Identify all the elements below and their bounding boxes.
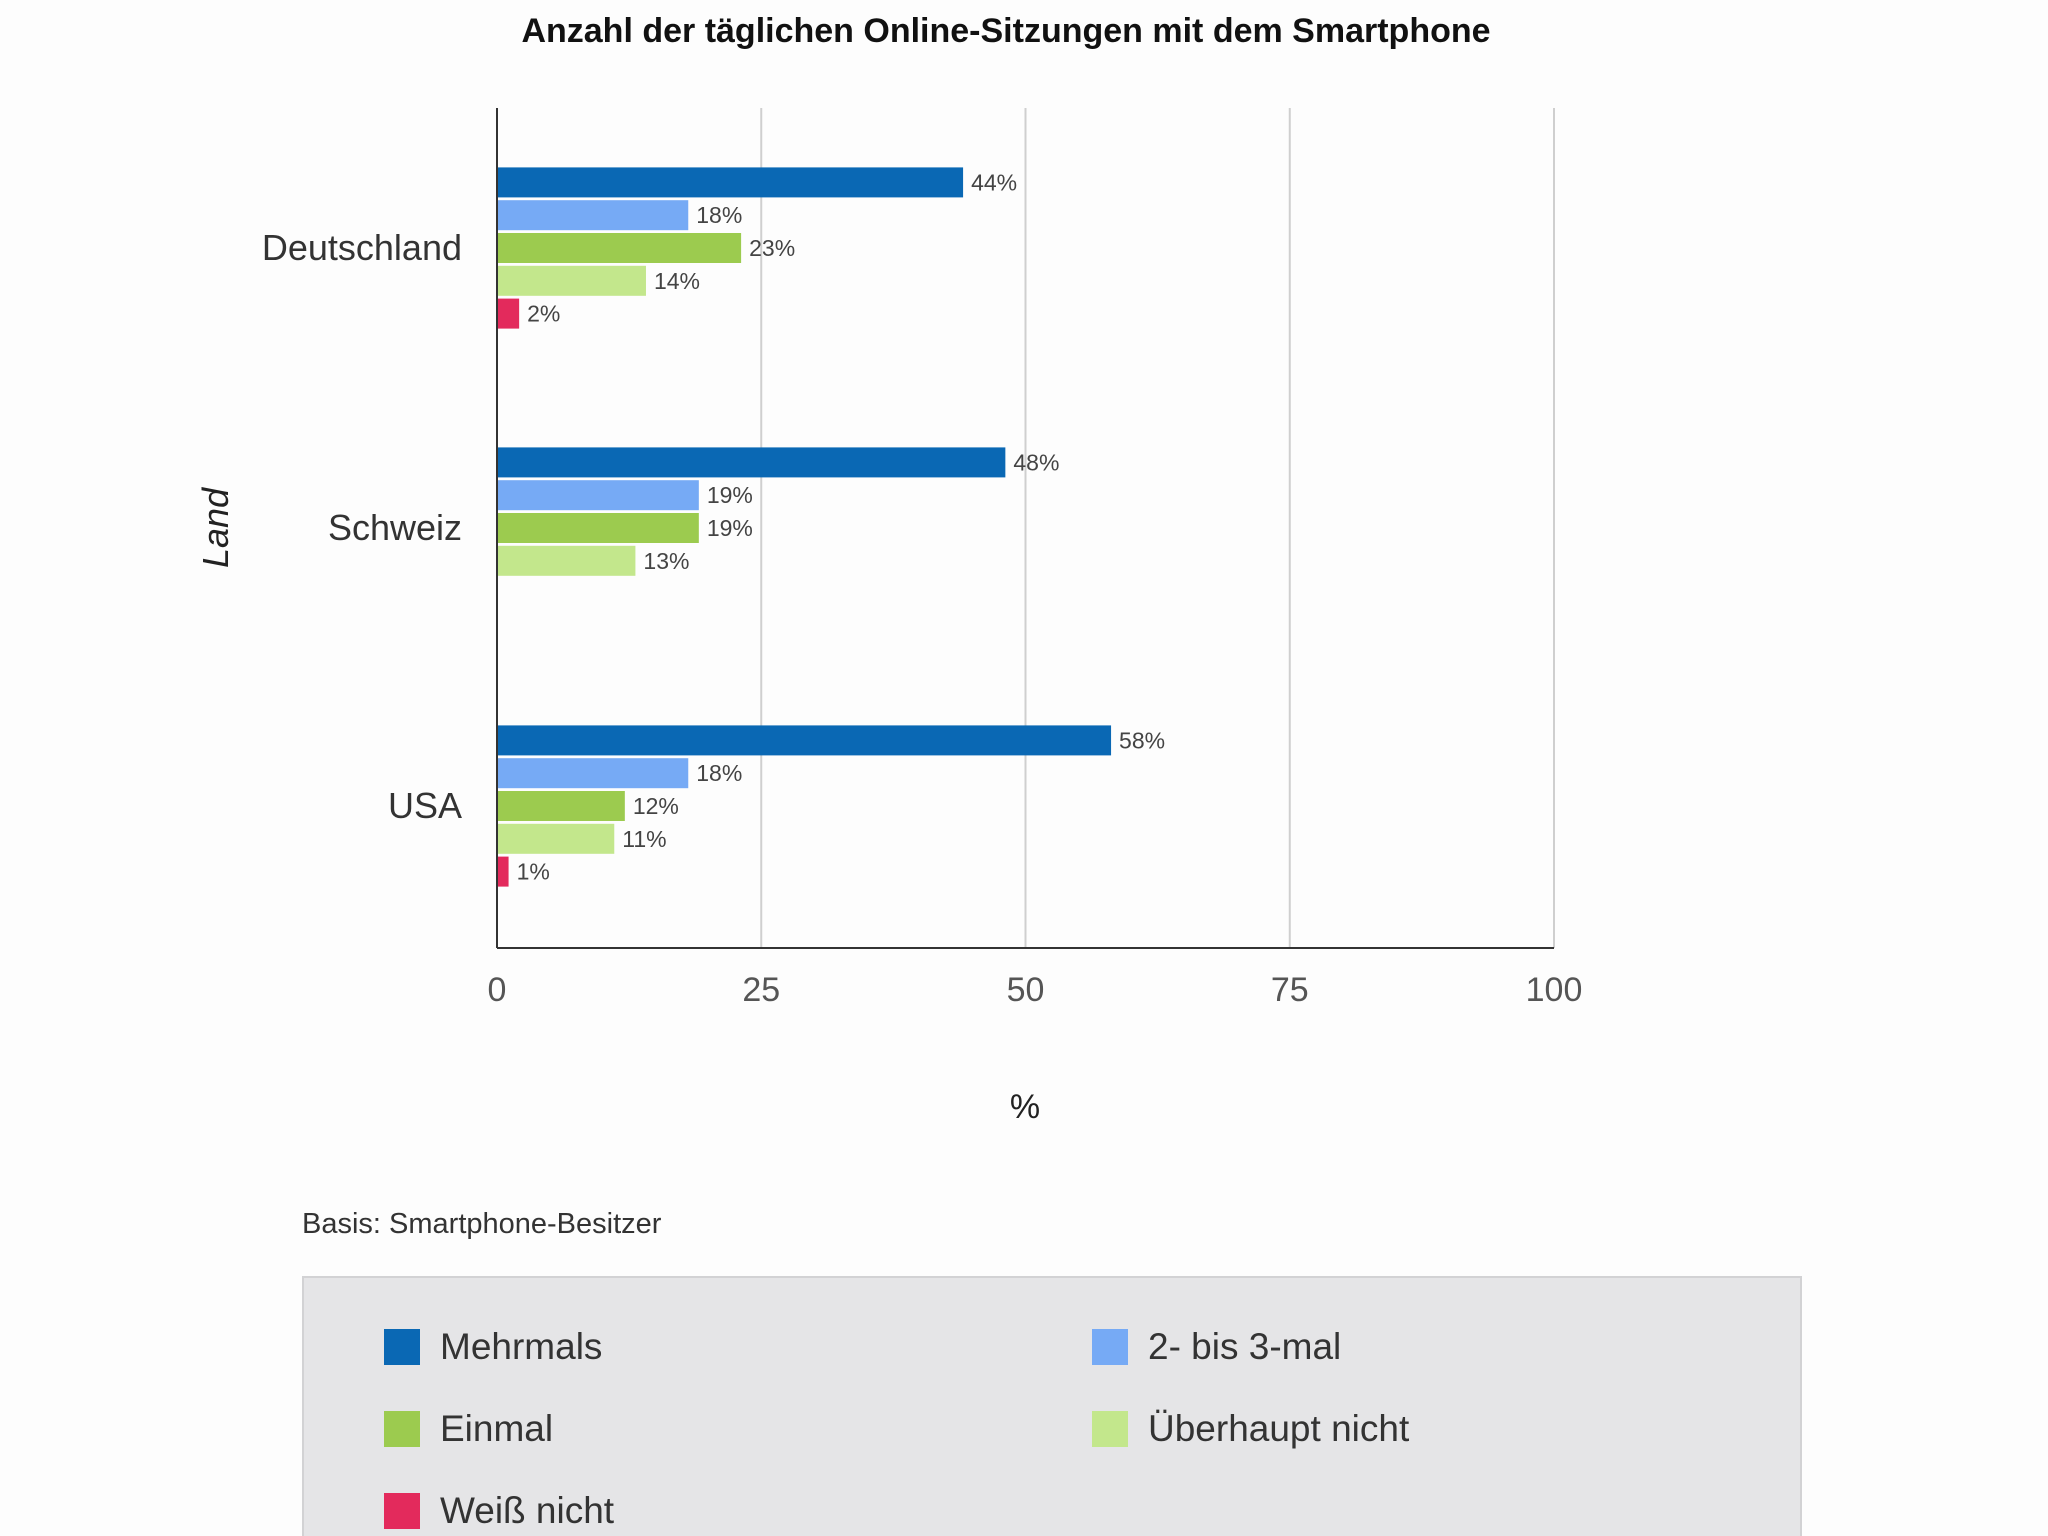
base-note: Basis: Smartphone-Besitzer — [302, 1208, 662, 1240]
data-label: 13% — [643, 548, 689, 574]
legend: Mehrmals 2- bis 3-mal Einmal Überhaupt nich… — [302, 1276, 1802, 1536]
legend-item: Weiß nicht — [384, 1490, 614, 1532]
x-tick-label: 0 — [488, 971, 507, 1009]
category-labels: Deutschland Schweiz USA — [262, 227, 462, 826]
data-label: 48% — [1013, 449, 1059, 475]
bar — [498, 758, 689, 789]
data-label: 23% — [749, 235, 795, 261]
y-axis-title: Land — [195, 487, 236, 568]
data-label: 19% — [707, 482, 753, 508]
legend-label: Einmal — [440, 1408, 554, 1449]
x-tick-label: 25 — [742, 971, 780, 1009]
legend-swatch — [1092, 1411, 1128, 1447]
chart-title: Anzahl der täglichen Online-Sitzungen mi… — [521, 12, 1490, 50]
grid-lines — [760, 108, 1555, 948]
bar — [498, 725, 1112, 756]
legend-swatch — [384, 1411, 420, 1447]
x-tick-label: 75 — [1271, 971, 1309, 1009]
legend-item: 2- bis 3-mal — [1092, 1326, 1341, 1368]
bar — [498, 823, 615, 854]
data-label: 14% — [654, 268, 700, 294]
axes — [496, 108, 1554, 949]
data-label: 18% — [696, 760, 742, 786]
legend-item: Überhaupt nicht — [1092, 1408, 1409, 1450]
x-axis-title: % — [1010, 1088, 1040, 1126]
bar-chart: Anzahl der täglichen Online-Sitzungen mi… — [195, 12, 1583, 1126]
bar — [498, 480, 699, 511]
bar — [498, 545, 636, 576]
legend-item: Mehrmals — [384, 1326, 602, 1368]
data-label: 12% — [633, 793, 679, 819]
data-label: 1% — [517, 859, 550, 885]
data-label: 19% — [707, 515, 753, 541]
legend-item: Einmal — [384, 1408, 553, 1450]
category-label: USA — [388, 785, 462, 826]
category-label: Deutschland — [262, 227, 462, 268]
legend-label: Mehrmals — [440, 1326, 603, 1367]
data-label: 58% — [1119, 727, 1165, 753]
legend-label: 2- bis 3-mal — [1148, 1326, 1342, 1367]
bars — [498, 167, 1112, 887]
legend-label: Weiß nicht — [440, 1490, 615, 1531]
legend-swatch — [1092, 1329, 1128, 1365]
x-tick-label: 50 — [1007, 971, 1045, 1009]
x-tick-labels: 0 25 50 75 100 — [488, 971, 1583, 1009]
legend-label: Überhaupt nicht — [1148, 1408, 1410, 1449]
bar — [498, 233, 742, 263]
bar — [498, 856, 509, 887]
data-label: 18% — [696, 202, 742, 228]
bar — [498, 791, 625, 821]
data-label: 2% — [527, 301, 560, 327]
bar — [498, 200, 689, 231]
data-label: 44% — [971, 169, 1017, 195]
legend-swatch — [384, 1493, 420, 1529]
data-labels: 44% 18% 23% 14% 2% 48% 19% 19% 13% 58% 18% 12% 11% 1% — [517, 169, 1166, 884]
legend-swatch — [384, 1329, 420, 1365]
data-label: 11% — [622, 826, 666, 852]
bar — [498, 167, 964, 198]
bar — [498, 298, 520, 329]
category-label: Schweiz — [328, 507, 462, 548]
bar — [498, 447, 1006, 478]
bar — [498, 513, 699, 543]
x-tick-label: 100 — [1526, 971, 1583, 1009]
bar — [498, 265, 646, 296]
